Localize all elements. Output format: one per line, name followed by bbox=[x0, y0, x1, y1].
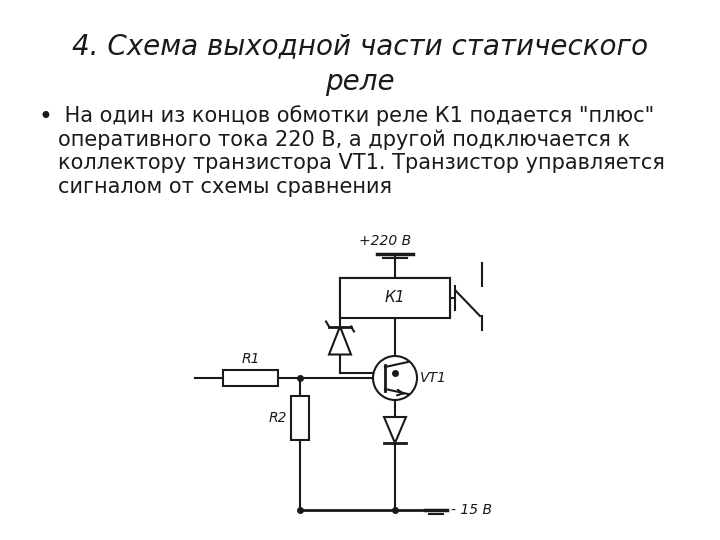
Polygon shape bbox=[329, 327, 351, 354]
Text: оперативного тока 220 В, а другой подключается к: оперативного тока 220 В, а другой подклю… bbox=[58, 129, 630, 150]
Text: реле: реле bbox=[325, 68, 395, 96]
Text: - 15 В: - 15 В bbox=[451, 503, 492, 517]
Polygon shape bbox=[384, 417, 406, 443]
Bar bbox=[340, 278, 450, 318]
Text: сигналом от схемы сравнения: сигналом от схемы сравнения bbox=[58, 177, 392, 197]
Text: R2: R2 bbox=[269, 411, 287, 425]
Text: •: • bbox=[38, 105, 52, 129]
Text: VT1: VT1 bbox=[420, 371, 447, 385]
Text: На один из концов обмотки реле К1 подается "плюс": На один из концов обмотки реле К1 подает… bbox=[58, 105, 654, 126]
Circle shape bbox=[373, 356, 417, 400]
Bar bbox=[223, 370, 278, 386]
Text: +220 В: +220 В bbox=[359, 234, 411, 248]
Text: 4. Схема выходной части статического: 4. Схема выходной части статического bbox=[72, 32, 648, 60]
Text: К1: К1 bbox=[384, 291, 405, 306]
Text: коллектору транзистора VT1. Транзистор управляется: коллектору транзистора VT1. Транзистор у… bbox=[58, 153, 665, 173]
Bar bbox=[291, 396, 309, 440]
Text: R1: R1 bbox=[241, 352, 260, 366]
